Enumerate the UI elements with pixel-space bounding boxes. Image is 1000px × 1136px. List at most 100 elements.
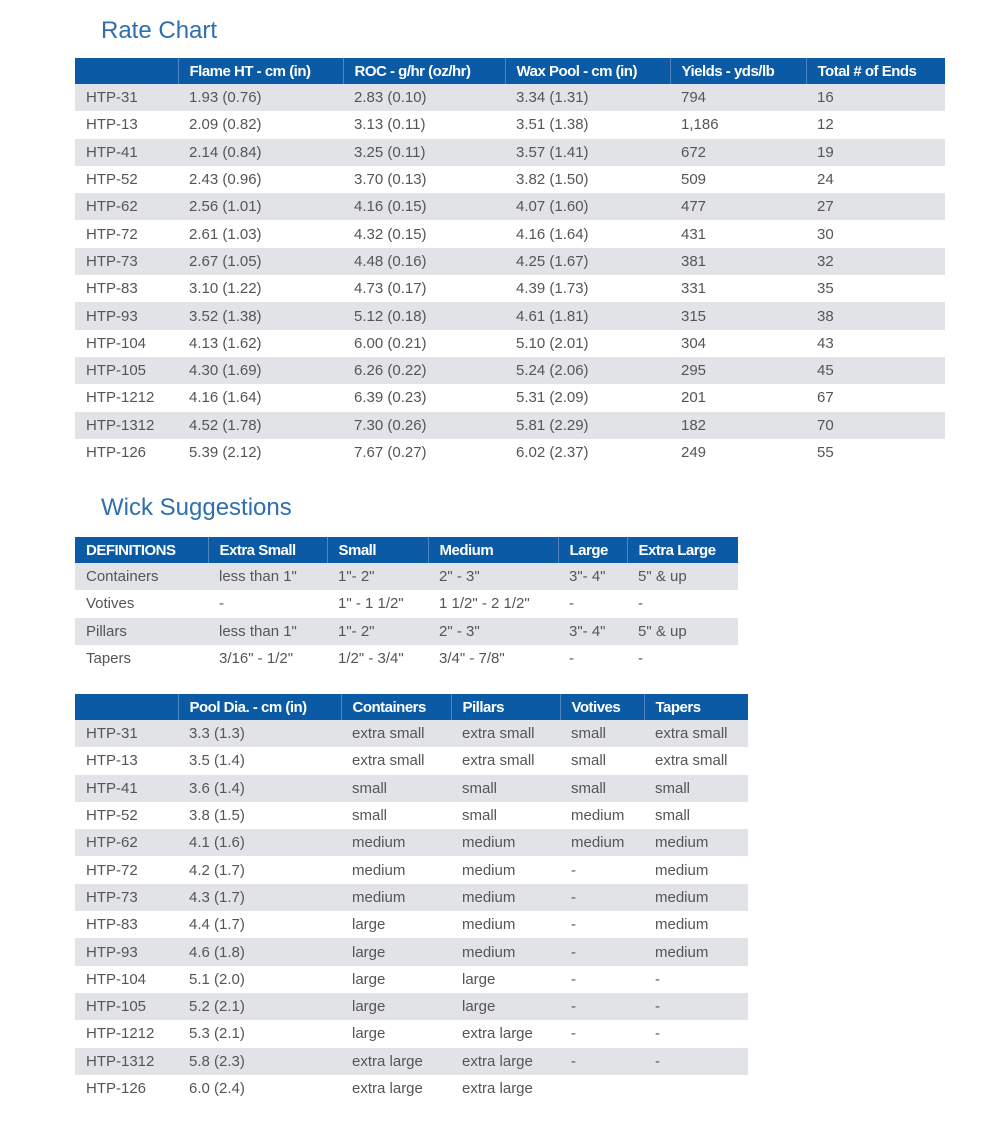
- table-cell: -: [571, 1025, 576, 1043]
- table-cell: small: [341, 774, 451, 802]
- table-cell: 27: [806, 193, 945, 221]
- rate-chart-table: Flame HT - cm (in) ROC - g/hr (oz/hr) Wax …: [75, 58, 945, 466]
- table-cell: 4.16 (0.15): [343, 193, 505, 221]
- table-cell: 5.3 (2.1): [189, 1025, 245, 1043]
- table-cell: 2.83 (0.10): [343, 84, 505, 112]
- table-cell: 5.2 (2.1): [178, 992, 341, 1021]
- row-label: HTP-93: [75, 302, 178, 330]
- table-cell: 6.26 (0.22): [343, 356, 505, 385]
- table-cell: medium: [451, 829, 560, 857]
- table-cell: 5" & up: [627, 563, 738, 591]
- table-cell: small: [560, 720, 644, 748]
- column-header: ROC - g/hr (oz/hr): [343, 58, 506, 84]
- table-cell: small: [352, 807, 388, 825]
- table-cell: medium: [655, 861, 709, 879]
- table-cell: 3.57 (1.41): [505, 138, 670, 166]
- table-cell: 2.56 (1.01): [178, 193, 343, 221]
- table-row: HTP-1212 5.3 (2.1) large extra large - -: [75, 1020, 748, 1047]
- table-row: Containers less than 1" 1"- 2" 2" - 3" 3"- 4…: [75, 563, 738, 591]
- column-header: Pool Dia. - cm (in): [178, 694, 342, 720]
- table-cell: 4.39 (1.73): [516, 280, 589, 298]
- table-cell: 3.5 (1.4): [189, 752, 245, 770]
- table-row: HTP-126 6.0 (2.4) extra large extra large: [75, 1075, 748, 1102]
- table-cell: medium: [451, 938, 560, 966]
- table-row: HTP-31 1.93 (0.76) 2.83 (0.10) 3.34 (1.31) 7…: [75, 84, 945, 112]
- table-cell: small: [571, 752, 607, 770]
- table-cell: 5.12 (0.18): [343, 302, 505, 330]
- table-cell: 331: [681, 280, 707, 298]
- table-cell: extra small: [451, 720, 560, 748]
- header-row: DEFINITIONS Extra Small Small Medium Large Ex…: [75, 537, 738, 563]
- table-cell: extra small: [341, 720, 451, 748]
- row-label: HTP-1312: [75, 411, 178, 439]
- table-cell: 4.1 (1.6): [178, 829, 341, 857]
- row-label: HTP-31: [75, 720, 178, 748]
- table-cell: medium: [352, 861, 406, 879]
- table-cell: 4.3 (1.7): [178, 883, 341, 912]
- table-cell: extra small: [644, 720, 748, 748]
- table-cell: large: [341, 992, 451, 1021]
- table-cell: less than 1": [208, 617, 327, 645]
- table-cell: 1/2" - 3/4": [338, 650, 404, 668]
- table-cell: 509: [681, 171, 707, 189]
- table-row: HTP-13 3.5 (1.4) extra small extra small sma…: [75, 747, 748, 774]
- table-cell: 5.24 (2.06): [505, 356, 670, 385]
- table-cell: large: [462, 970, 496, 988]
- table-cell: 4.32 (0.15): [354, 225, 427, 243]
- table-cell: 5.8 (2.3): [178, 1047, 341, 1075]
- table-cell: extra small: [655, 752, 728, 770]
- column-header: Extra Small: [208, 537, 328, 563]
- table-cell: 4.4 (1.7): [189, 916, 245, 934]
- table-cell: 4.25 (1.67): [505, 247, 670, 276]
- table-cell: 182: [670, 411, 806, 439]
- table-cell: 3.13 (0.11): [354, 116, 426, 134]
- row-label: HTP-13: [86, 116, 138, 134]
- table-cell: 794: [670, 84, 806, 112]
- row-label: Containers: [75, 563, 208, 591]
- table-row: Pillars less than 1" 1"- 2" 2" - 3" 3"- 4" 5"…: [75, 617, 738, 645]
- column-header: Extra Large: [627, 537, 738, 563]
- table-cell: medium: [451, 883, 560, 912]
- rate-chart-title: Rate Chart: [101, 17, 218, 44]
- table-cell: -: [644, 1047, 748, 1075]
- column-header: Small: [327, 537, 429, 563]
- table-row: HTP-83 4.4 (1.7) large medium - medium: [75, 911, 748, 938]
- column-header: DEFINITIONS: [75, 537, 209, 563]
- table-cell: 1" - 1 1/2": [338, 595, 404, 613]
- table-cell: 4.16 (1.64): [189, 389, 262, 407]
- table-row: HTP-41 2.14 (0.84) 3.25 (0.11) 3.57 (1.41) 6…: [75, 138, 945, 166]
- table-cell: 2.09 (0.82): [189, 116, 262, 134]
- table-cell: 38: [806, 302, 945, 330]
- table-cell: 4.73 (0.17): [354, 280, 427, 298]
- column-header: [75, 694, 179, 720]
- table-cell: medium: [644, 883, 748, 912]
- table-cell: 7.67 (0.27): [354, 444, 427, 461]
- table-cell: 2.14 (0.84): [178, 138, 343, 166]
- table-cell: small: [462, 807, 498, 825]
- table-cell: [560, 1075, 644, 1102]
- table-cell: 6.00 (0.21): [354, 334, 427, 352]
- row-label: HTP-73: [75, 247, 178, 276]
- row-label: HTP-126: [86, 1080, 147, 1097]
- table-cell: -: [571, 970, 576, 988]
- table-cell: 5.81 (2.29): [505, 411, 670, 439]
- table-cell: 5.39 (2.12): [189, 444, 262, 461]
- column-header: [75, 58, 179, 84]
- table-row: HTP-104 4.13 (1.62) 6.00 (0.21) 5.10 (2.01)…: [75, 330, 945, 357]
- table-cell: 5" & up: [627, 617, 738, 645]
- table-cell: extra large: [352, 1080, 423, 1097]
- row-label: Votives: [86, 595, 135, 613]
- table-cell: 35: [817, 280, 834, 298]
- table-cell: 1"- 2": [327, 617, 428, 645]
- table-cell: medium: [571, 807, 625, 825]
- table-cell: 4.61 (1.81): [505, 302, 670, 330]
- table-cell: large: [341, 938, 451, 966]
- table-cell: 70: [806, 411, 945, 439]
- table-cell: large: [352, 1025, 386, 1043]
- row-label: HTP-13: [86, 752, 138, 770]
- table-cell: 2.61 (1.03): [189, 225, 262, 243]
- table-row: Votives - 1" - 1 1/2" 1 1/2" - 2 1/2" - -: [75, 590, 738, 617]
- table-cell: medium: [462, 916, 516, 934]
- definitions-table: DEFINITIONS Extra Small Small Medium Large Ex…: [75, 537, 738, 672]
- row-label: Pillars: [75, 617, 208, 645]
